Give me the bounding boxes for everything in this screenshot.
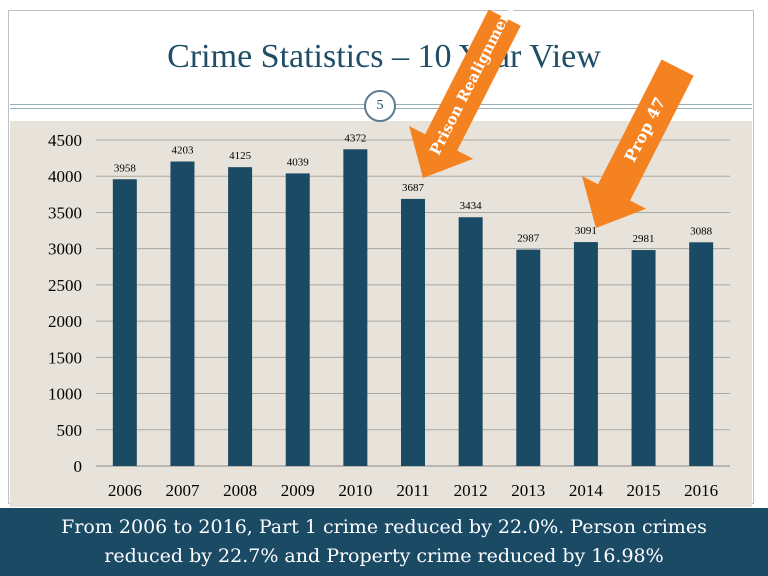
data-label-2008: 4125: [229, 150, 252, 162]
y-tick-label-1500: 1500: [48, 348, 82, 367]
x-tick-label-2011: 2011: [396, 481, 429, 500]
bar-2011: [401, 198, 425, 466]
x-tick-label-2013: 2013: [511, 481, 545, 500]
bar-2006: [112, 179, 137, 466]
y-tick-label-500: 500: [57, 421, 83, 440]
y-tick-label-3500: 3500: [48, 203, 82, 222]
x-tick-label-2015: 2015: [627, 481, 661, 500]
annotation-arrow-shape-2: [581, 59, 694, 228]
data-label-2015: 2981: [633, 233, 655, 245]
x-tick-label-2006: 2006: [108, 481, 142, 500]
x-tick-label-2009: 2009: [281, 481, 315, 500]
data-label-2016: 3088: [690, 225, 713, 237]
annotation-arrow-2: Prop 47: [581, 59, 694, 228]
x-tick-label-2010: 2010: [338, 481, 372, 500]
data-label-2006: 3958: [114, 162, 137, 174]
data-label-2007: 4203: [171, 145, 194, 157]
footer-line-1: From 2006 to 2016, Part 1 crime reduced …: [61, 516, 707, 538]
bar-2007: [170, 161, 195, 467]
data-label-2012: 3434: [460, 200, 483, 212]
slide-page-number: 5: [364, 90, 396, 122]
y-tick-label-3000: 3000: [48, 240, 82, 259]
x-tick-label-2007: 2007: [165, 481, 200, 500]
data-label-2014: 3091: [575, 225, 597, 237]
footer-line-2: reduced by 22.7% and Property crime redu…: [104, 545, 664, 567]
data-label-2013: 2987: [517, 233, 540, 245]
x-tick-label-2014: 2014: [569, 481, 604, 500]
x-tick-label-2008: 2008: [223, 481, 257, 500]
bar-2015: [631, 250, 656, 466]
data-label-2010: 4372: [344, 132, 366, 144]
annotation-label-1: Prison Realignment: [426, 1, 518, 158]
data-label-2009: 4039: [287, 156, 310, 168]
x-tick-label-2016: 2016: [684, 481, 718, 500]
footer-banner: From 2006 to 2016, Part 1 crime reduced …: [0, 508, 768, 576]
y-tick-label-4000: 4000: [48, 167, 82, 186]
y-tick-label-2000: 2000: [48, 312, 82, 331]
bar-2008: [228, 167, 253, 466]
y-tick-label-2500: 2500: [48, 276, 82, 295]
data-label-2011: 3687: [402, 182, 425, 194]
bar-2013: [516, 249, 541, 466]
bar-2012: [458, 217, 483, 466]
slide-title: Crime Statistics – 10 Year View: [167, 38, 601, 75]
bar-2010: [343, 149, 368, 466]
x-tick-label-2012: 2012: [454, 481, 488, 500]
y-tick-label-4500: 4500: [48, 131, 82, 150]
bar-2009: [285, 173, 310, 466]
y-tick-label-0: 0: [74, 457, 83, 476]
annotation-arrow-shape-1: [409, 9, 521, 178]
bar-2014: [573, 242, 598, 466]
bar-2016: [689, 242, 714, 466]
annotation-arrow-1: Prison Realignment: [409, 1, 521, 178]
y-tick-label-1000: 1000: [48, 385, 82, 404]
